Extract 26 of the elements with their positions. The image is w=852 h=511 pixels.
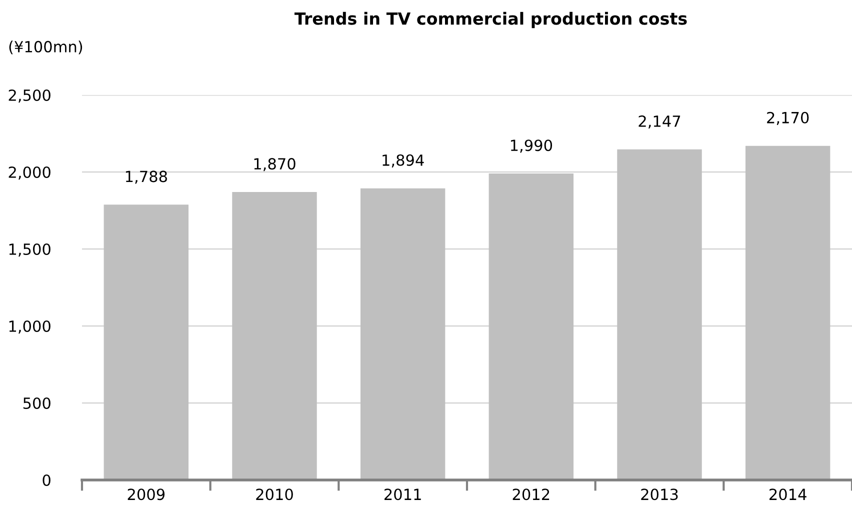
x-tick-label: 2013 bbox=[641, 488, 678, 500]
bar bbox=[232, 192, 317, 480]
data-label: 1,788 bbox=[126, 170, 167, 184]
y-tick-label: 1,500 bbox=[9, 243, 50, 257]
bar bbox=[617, 149, 702, 480]
x-tick-label: 2011 bbox=[384, 488, 421, 500]
x-tick-label: 2012 bbox=[512, 488, 550, 500]
data-label: 2,170 bbox=[767, 112, 809, 125]
x-tick-label: 2009 bbox=[128, 488, 165, 500]
data-label: 2,147 bbox=[638, 115, 680, 129]
x-tick-label: 2010 bbox=[256, 488, 293, 500]
x-tick-label: 2014 bbox=[770, 488, 806, 500]
y-tick-label: 500 bbox=[23, 397, 50, 410]
y-tick-label: 2,000 bbox=[8, 166, 50, 180]
bar bbox=[745, 146, 830, 480]
bar bbox=[488, 174, 574, 480]
bar bbox=[104, 204, 189, 480]
y-tick-label: 2,500 bbox=[8, 89, 50, 103]
chart-title: Trends in TV commercial production costs bbox=[294, 12, 687, 28]
y-tick-label: 1,000 bbox=[9, 320, 50, 334]
y-tick-label: 0 bbox=[42, 474, 50, 486]
data-label: 1,990 bbox=[510, 140, 552, 153]
data-label: 1,870 bbox=[254, 158, 296, 172]
bar bbox=[360, 188, 446, 480]
y-axis-title: (¥100mn) bbox=[9, 40, 82, 54]
data-label: 1,894 bbox=[382, 154, 424, 168]
